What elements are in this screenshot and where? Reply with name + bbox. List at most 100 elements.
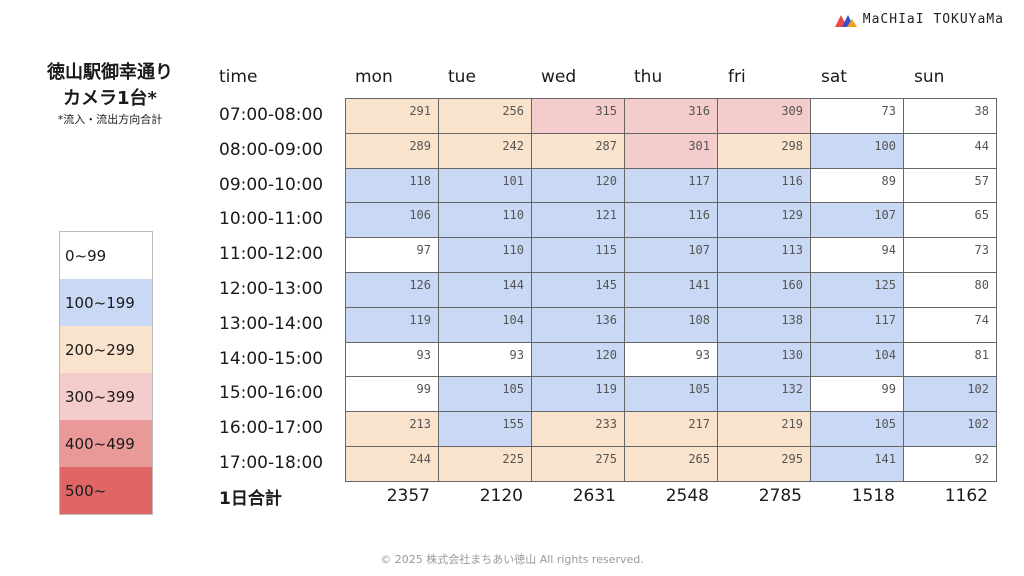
table-cell: 107 <box>811 203 904 239</box>
table-cell: 73 <box>904 238 997 273</box>
table-cell: 113 <box>718 238 811 273</box>
table-cell: 309 <box>718 99 811 134</box>
table-cell: 65 <box>904 203 997 239</box>
title-camera: カメラ1台* <box>63 88 157 109</box>
table-cell: 57 <box>904 168 997 204</box>
table-cell: 315 <box>532 99 625 134</box>
table-cell: 105 <box>625 377 718 413</box>
table-cell: 100 <box>811 133 904 169</box>
table-cell: 93 <box>439 342 532 378</box>
time-slot-label: 15:00-16:00 <box>219 383 324 404</box>
day-header-sun: sun <box>914 67 945 87</box>
table-cell: 265 <box>625 446 718 482</box>
table-cell: 110 <box>439 238 532 273</box>
table-cell: 126 <box>346 272 439 308</box>
table-cell: 155 <box>439 412 532 447</box>
table-cell: 256 <box>439 99 532 134</box>
table-cell: 132 <box>718 377 811 413</box>
table-cell: 115 <box>532 238 625 273</box>
day-header-mon: mon <box>355 67 393 87</box>
table-cell: 105 <box>439 377 532 413</box>
legend-item: 200~299 <box>60 326 152 373</box>
table-cell: 44 <box>904 133 997 169</box>
legend-item: 500~ <box>60 467 152 514</box>
table-cell: 81 <box>904 342 997 378</box>
brand-name: MaCHIaI TOKUYaMa <box>862 12 1004 27</box>
table-cell: 119 <box>532 377 625 413</box>
table-cell: 108 <box>625 307 718 343</box>
table-cell: 120 <box>532 342 625 378</box>
table-cell: 120 <box>532 168 625 204</box>
table-cell: 97 <box>346 238 439 273</box>
title-note: *流入・流出方向合計 <box>57 113 163 126</box>
table-cell: 93 <box>625 342 718 378</box>
time-slot-label: 08:00-09:00 <box>219 139 324 160</box>
table-cell: 38 <box>904 99 997 134</box>
table-cell: 74 <box>904 307 997 343</box>
table-cell: 94 <box>811 238 904 273</box>
table-cell: 219 <box>718 412 811 447</box>
daily-total-thu: 2548 <box>665 486 709 506</box>
traffic-table: 291 256 315 316 309 73 38 289 242 287 301 298 100 44 1… <box>345 98 997 482</box>
brand-logo: MaCHIaI TOKUYaMa <box>834 12 1004 27</box>
title-location: 徳山駅御幸通り <box>47 62 173 83</box>
time-slot-label: 09:00-10:00 <box>219 174 324 195</box>
table-cell: 110 <box>439 203 532 239</box>
table-cell: 106 <box>346 203 439 239</box>
time-column-header: time <box>219 67 258 87</box>
table-cell: 80 <box>904 272 997 308</box>
table-cell: 117 <box>625 168 718 204</box>
table-cell: 130 <box>718 342 811 378</box>
mountain-logo-icon <box>834 14 857 27</box>
table-cell: 145 <box>532 272 625 308</box>
table-cell: 89 <box>811 168 904 204</box>
table-cell: 121 <box>532 203 625 239</box>
table-cell: 160 <box>718 272 811 308</box>
table-cell: 287 <box>532 133 625 169</box>
time-slot-label: 12:00-13:00 <box>219 279 324 299</box>
daily-total-mon: 2357 <box>386 486 430 506</box>
table-cell: 116 <box>625 203 718 239</box>
table-cell: 298 <box>718 133 811 169</box>
page-title: 徳山駅御幸通り カメラ1台* *流入・流出方向合計 <box>20 60 200 128</box>
time-slot-label: 13:00-14:00 <box>219 313 324 334</box>
table-cell: 99 <box>346 377 439 413</box>
table-cell: 275 <box>532 446 625 482</box>
legend-item: 100~199 <box>60 279 152 326</box>
day-header-wed: wed <box>541 67 577 87</box>
time-slot-label: 11:00-12:00 <box>219 244 324 265</box>
legend-item: 0~99 <box>60 232 152 279</box>
table-cell: 213 <box>346 412 439 447</box>
daily-total-fri: 2785 <box>758 486 802 506</box>
table-cell: 116 <box>718 168 811 204</box>
time-slot-label: 16:00-17:00 <box>219 418 324 439</box>
table-cell: 102 <box>904 377 997 413</box>
table-cell: 225 <box>439 446 532 482</box>
table-cell: 92 <box>904 446 997 482</box>
table-cell: 119 <box>346 307 439 343</box>
table-cell: 144 <box>439 272 532 308</box>
table-cell: 117 <box>811 307 904 343</box>
table-cell: 104 <box>439 307 532 343</box>
table-cell: 93 <box>346 342 439 378</box>
day-header-fri: fri <box>728 67 746 87</box>
table-cell: 138 <box>718 307 811 343</box>
table-cell: 217 <box>625 412 718 447</box>
time-slot-label: 07:00-08:00 <box>219 105 324 125</box>
table-cell: 289 <box>346 133 439 169</box>
table-cell: 118 <box>346 168 439 204</box>
table-cell: 136 <box>532 307 625 343</box>
time-slot-label: 17:00-18:00 <box>219 453 324 473</box>
table-cell: 107 <box>625 238 718 273</box>
daily-total-label: 1日合計 <box>219 489 282 509</box>
table-cell: 129 <box>718 203 811 239</box>
color-legend: 0~99 100~199 200~299 300~399 400~499 500~ <box>59 231 153 515</box>
table-cell: 101 <box>439 168 532 204</box>
table-cell: 99 <box>811 377 904 413</box>
table-cell: 102 <box>904 412 997 447</box>
copyright-footer: © 2025 株式会社まちあい徳山 All rights reserved. <box>380 553 644 566</box>
table-cell: 141 <box>625 272 718 308</box>
table-cell: 141 <box>811 446 904 482</box>
legend-item: 300~399 <box>60 373 152 420</box>
time-slot-label: 10:00-11:00 <box>219 209 324 230</box>
